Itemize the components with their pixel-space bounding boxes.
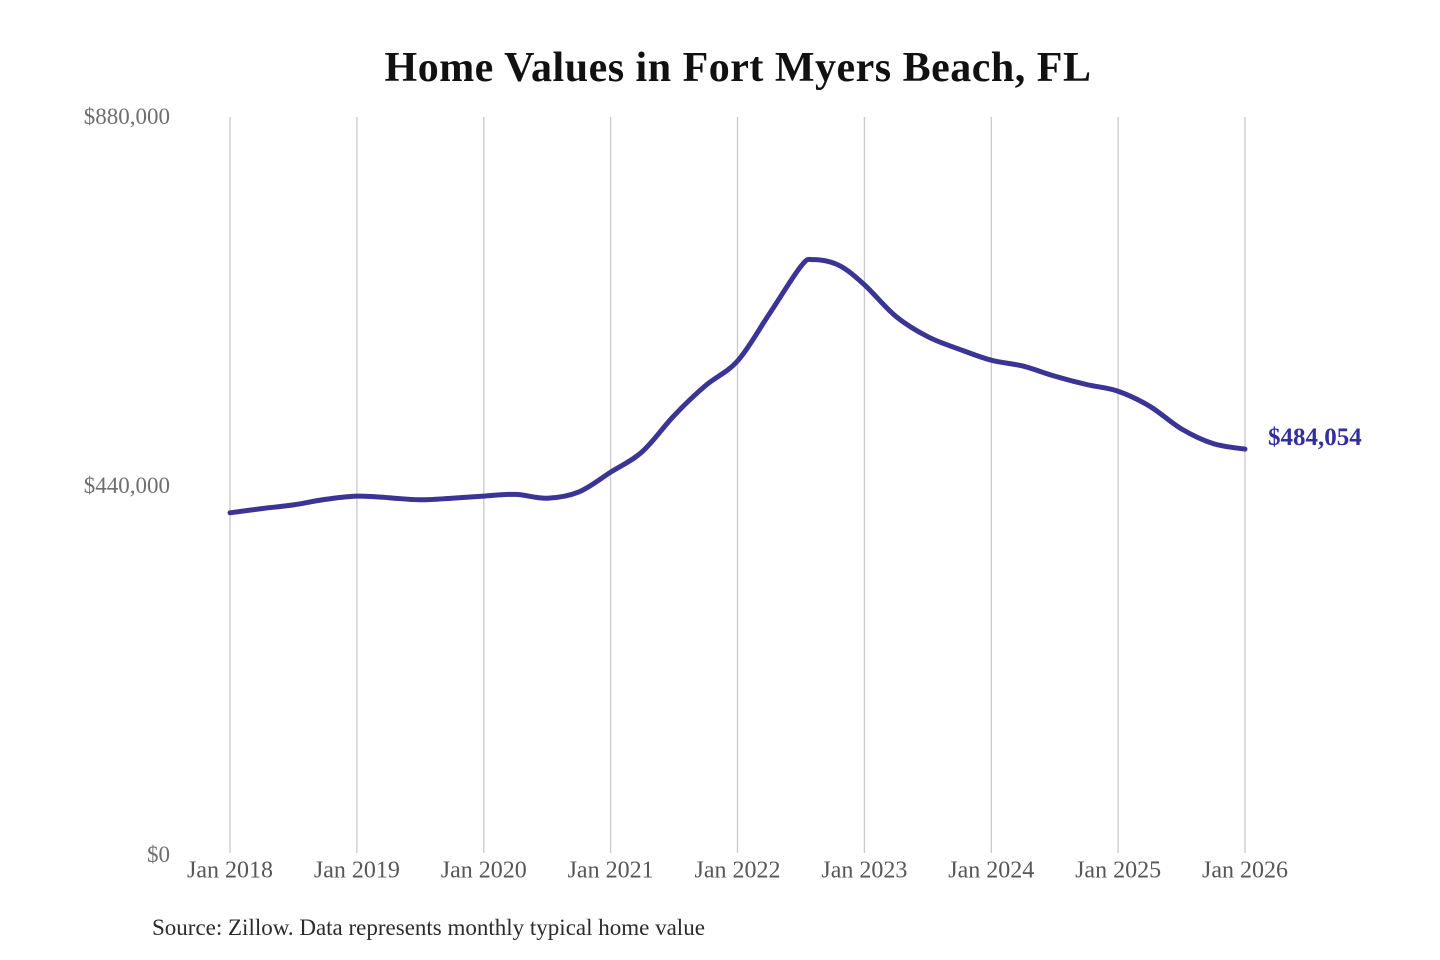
x-tick-label: Jan 2022 <box>694 857 781 884</box>
y-tick-label: $880,000 <box>83 104 170 129</box>
last-value-label: $484,054 <box>1268 424 1362 451</box>
x-tick-label: Jan 2020 <box>440 857 527 884</box>
home-value-line <box>227 256 1248 516</box>
source-note: Source: Zillow. Data represents monthly … <box>152 915 705 940</box>
x-tick-label: Jan 2024 <box>948 857 1035 884</box>
x-tick-label: Jan 2021 <box>567 857 654 884</box>
gridlines <box>229 117 1246 853</box>
x-tick-label: Jan 2019 <box>313 857 400 884</box>
y-tick-label: $440,000 <box>83 473 170 498</box>
chart-title: Home Values in Fort Myers Beach, FL <box>384 45 1092 91</box>
x-tick-label: Jan 2023 <box>821 857 908 884</box>
y-tick-label: $0 <box>147 842 170 867</box>
x-tick-label: Jan 2018 <box>187 857 273 884</box>
x-tick-label: Jan 2026 <box>1202 857 1288 884</box>
x-tick-label: Jan 2025 <box>1075 857 1162 884</box>
